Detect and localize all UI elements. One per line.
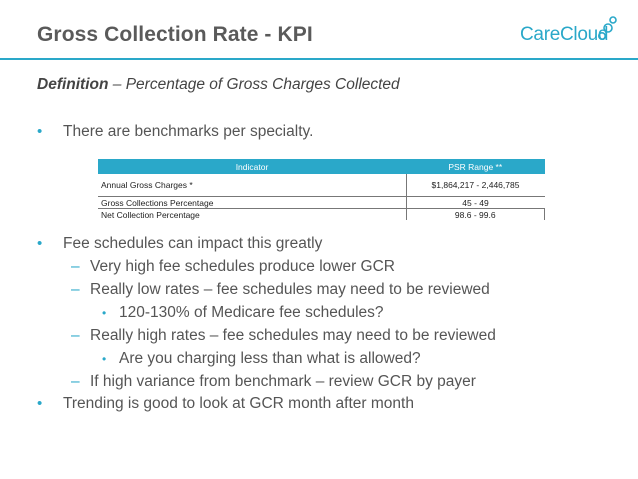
bullet-text: Trending is good to look at GCR month af… <box>63 395 414 412</box>
bullet-text: Are you charging less than what is allow… <box>119 350 421 367</box>
row-indicator: Annual Gross Charges * <box>98 174 406 197</box>
dash-mark: – <box>71 281 80 298</box>
table-row: Gross Collections Percentage 45 - 49 <box>98 196 545 209</box>
table-row: Annual Gross Charges * $1,864,217 - 2,44… <box>98 174 545 197</box>
bullet-text: There are benchmarks per specialty. <box>63 123 314 140</box>
dash-mark: – <box>71 327 80 344</box>
row-indicator: Gross Collections Percentage <box>98 196 406 209</box>
row-range: 45 - 49 <box>405 196 545 209</box>
definition-text: – Percentage of Gross Charges Collected <box>108 76 400 93</box>
header-psr-range: PSR Range ** <box>406 159 545 174</box>
bullet-mark: • <box>37 235 43 252</box>
carecloud-logo: CareCloud <box>520 14 620 48</box>
bullet-text: If high variance from benchmark – review… <box>90 373 476 390</box>
bullet-text: 120-130% of Medicare fee schedules? <box>119 304 384 321</box>
row-range: $1,864,217 - 2,446,785 <box>405 174 545 197</box>
definition-label: Definition <box>37 76 109 93</box>
bullet-mark: • <box>102 306 107 320</box>
row-range: 98.6 - 99.6 <box>405 208 545 220</box>
definition-line: Definition – Percentage of Gross Charges… <box>37 76 400 94</box>
bullet-text: Really high rates – fee schedules may ne… <box>90 327 496 344</box>
title-divider <box>0 58 638 60</box>
logo-text: CareCloud <box>520 24 609 45</box>
bullet-text: Fee schedules can impact this greatly <box>63 235 323 252</box>
bullet-mark: • <box>102 352 107 366</box>
header-indicator: Indicator <box>98 159 406 174</box>
dash-mark: – <box>71 258 80 275</box>
slide-title: Gross Collection Rate - KPI <box>37 23 313 46</box>
bullet-mark: • <box>37 123 43 140</box>
cloud-bubbles-icon <box>598 16 617 40</box>
dash-mark: – <box>71 373 80 390</box>
bullet-mark: • <box>37 395 43 412</box>
table-row: Net Collection Percentage 98.6 - 99.6 <box>98 208 545 220</box>
row-indicator: Net Collection Percentage <box>101 209 200 220</box>
table-header-row: Indicator PSR Range ** <box>98 159 545 174</box>
bullet-text: Very high fee schedules produce lower GC… <box>90 258 395 275</box>
benchmark-table: Indicator PSR Range ** Annual Gross Char… <box>98 159 545 220</box>
bullet-text: Really low rates – fee schedules may nee… <box>90 281 490 298</box>
